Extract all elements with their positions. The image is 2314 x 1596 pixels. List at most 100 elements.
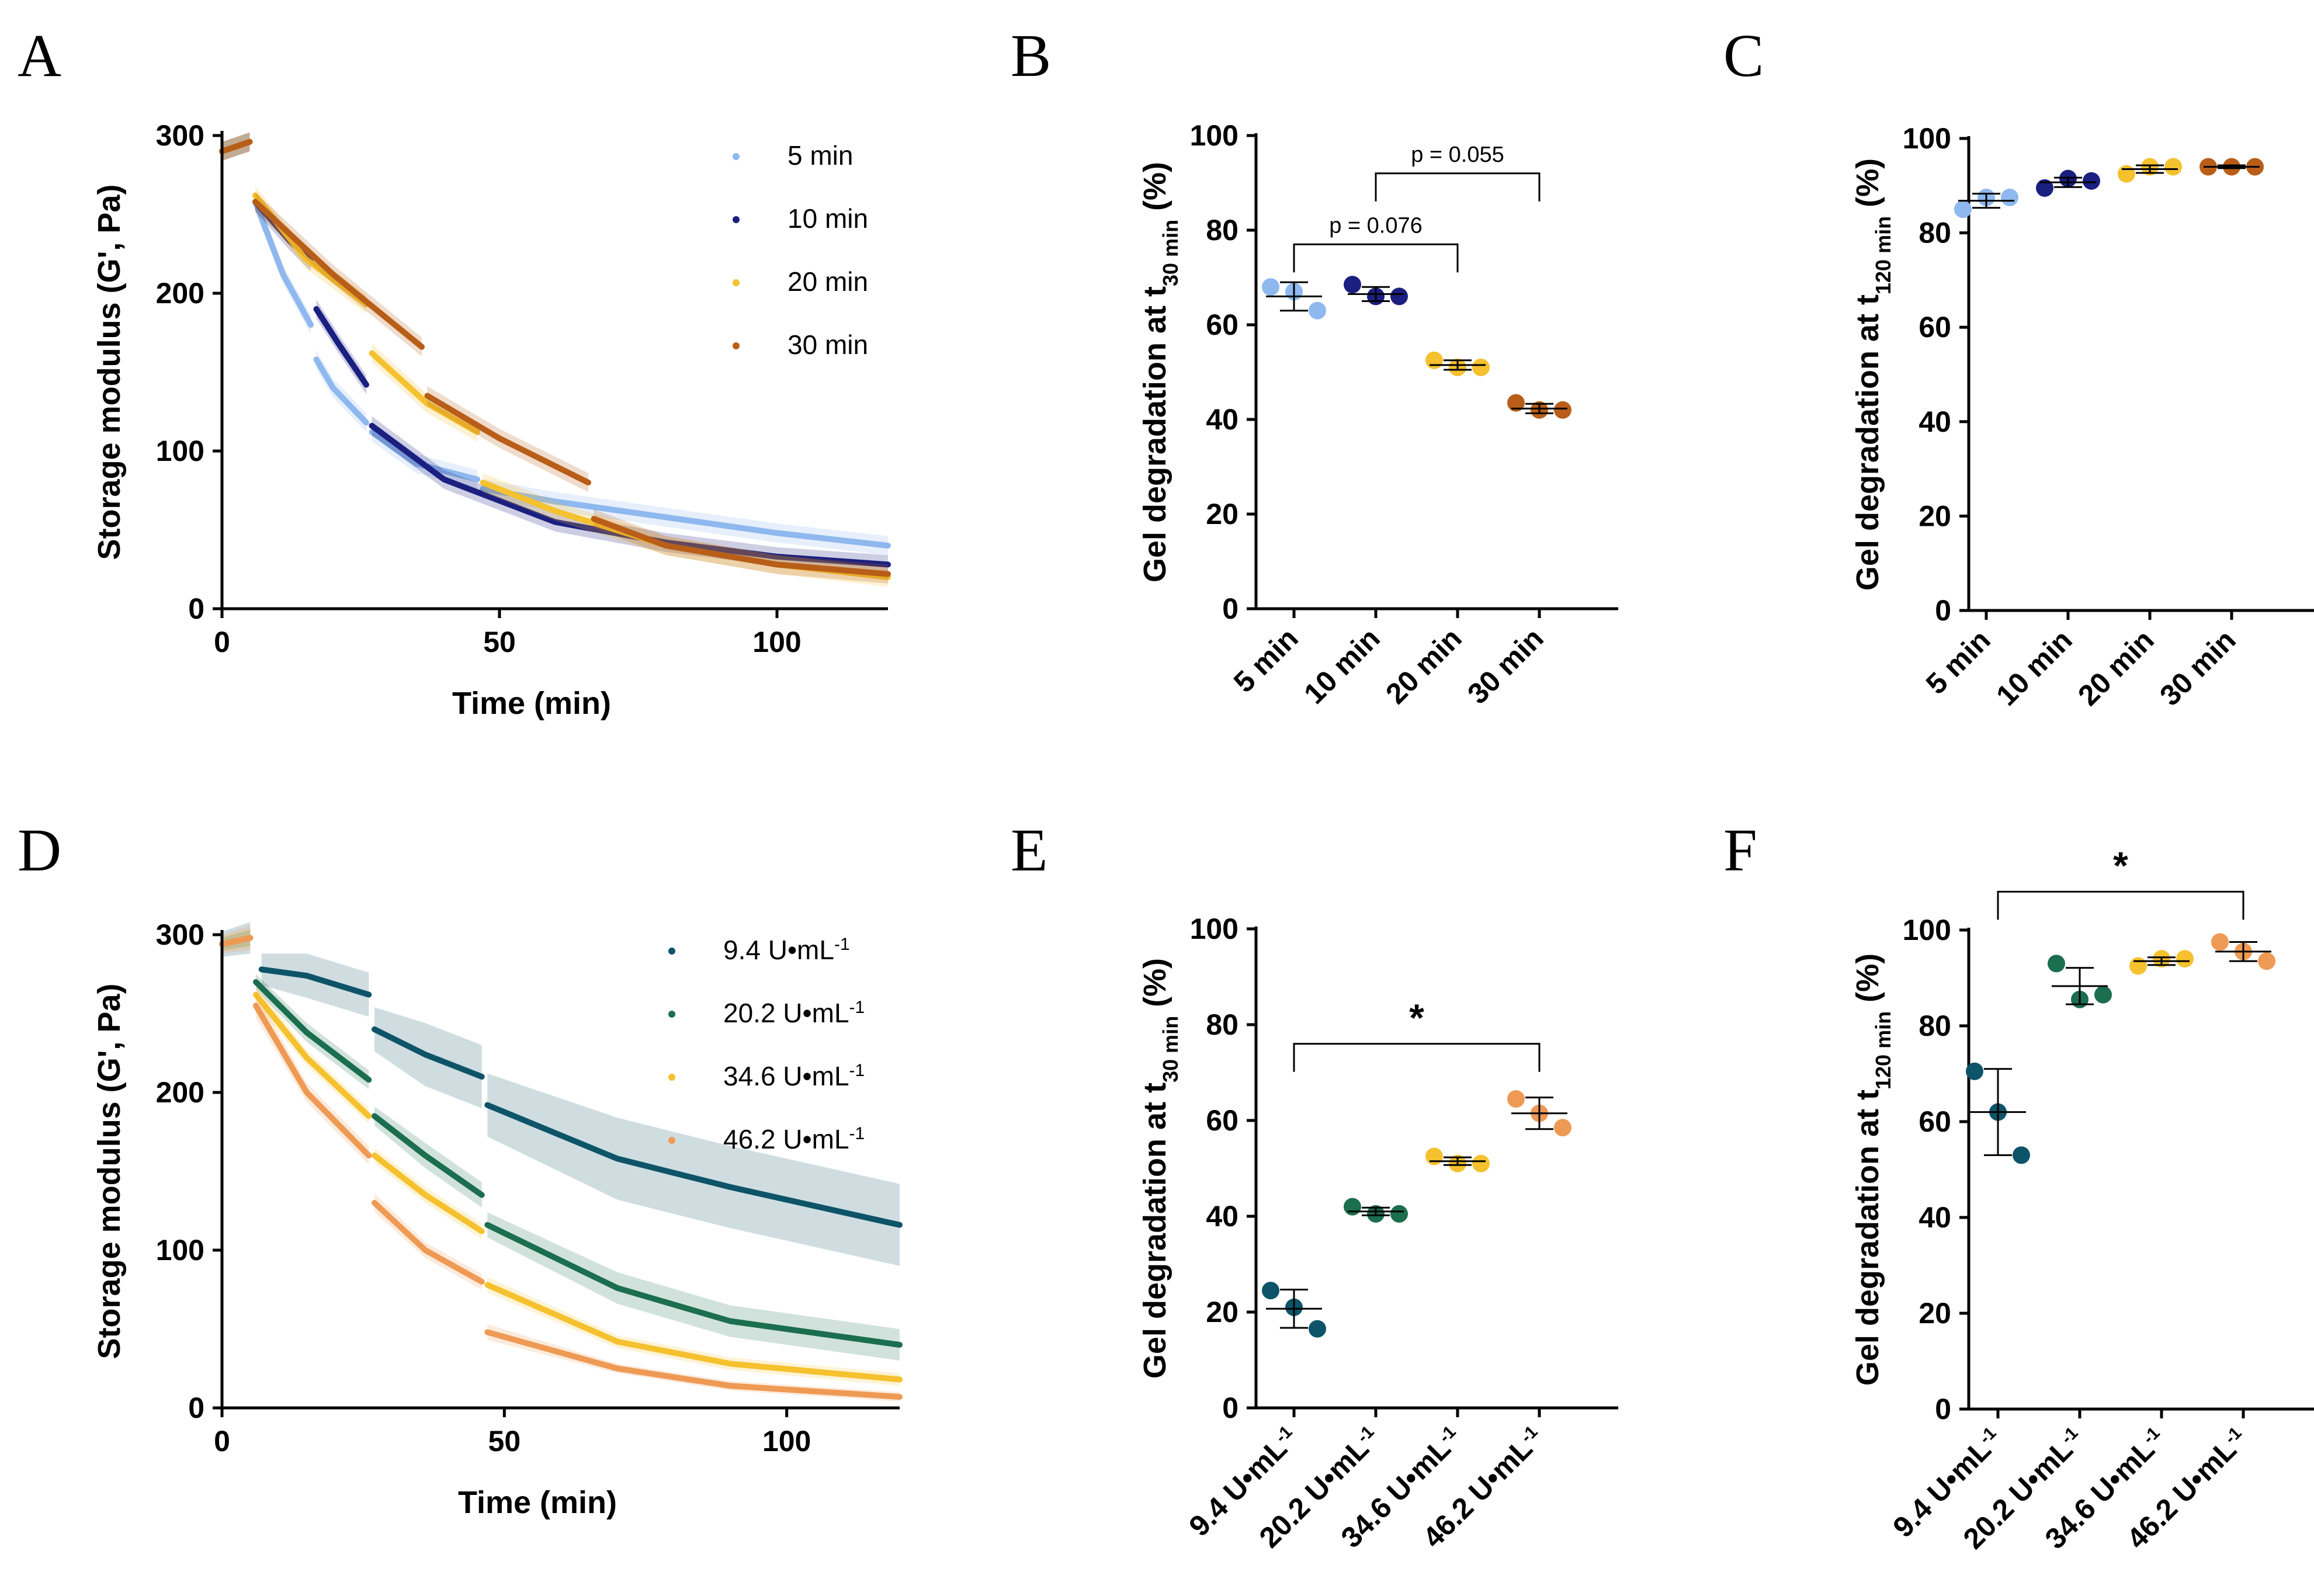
group-C-2 <box>2118 158 2182 183</box>
group-E-0 <box>1262 1282 1326 1338</box>
y-tick-label: 100 <box>1903 914 1951 946</box>
series-A-3 <box>219 132 891 584</box>
legend-label: 46.2 U•mL-1 <box>723 1124 865 1155</box>
series-line <box>369 422 891 568</box>
legend-label: 20 min <box>787 266 868 297</box>
y-tick-label: 40 <box>1206 1200 1238 1233</box>
confidence-band <box>372 416 888 574</box>
data-point <box>1554 1119 1571 1137</box>
series-line <box>252 199 425 350</box>
panel-D: D 0 100 200 300 0 50 100 Time (min) Storage modul… <box>18 817 903 1520</box>
legend-marker <box>668 1074 675 1081</box>
legend-marker <box>733 342 740 349</box>
significance-label: p = 0.076 <box>1329 213 1423 238</box>
y-tick-label: 200 <box>156 277 204 310</box>
data-point <box>1390 1205 1408 1223</box>
legend: 9.4 U•mL-1 20.2 U•mL-1 34.6 U•mL-1 46.2 U•m… <box>668 935 865 1155</box>
confidence-band <box>316 350 366 432</box>
group-C-3 <box>2199 158 2264 176</box>
y-tick-label: 20 <box>1918 499 1951 532</box>
confidence-band <box>372 344 477 442</box>
x-category-label: 10 min <box>1297 622 1386 710</box>
y-axis-title: Gel degradation at t120 min (%) <box>1850 158 1895 591</box>
data-point <box>1472 1154 1490 1172</box>
y-tick-label: 80 <box>1206 214 1238 247</box>
data-point <box>1390 287 1408 306</box>
y-tick-label: 80 <box>1918 1009 1951 1042</box>
group-F-3 <box>2211 933 2275 970</box>
data-point <box>1425 1147 1443 1165</box>
series-D-2 <box>219 928 903 1386</box>
x-axis-title: Time (min) <box>458 1485 617 1520</box>
data-point <box>1309 301 1326 320</box>
group-E-1 <box>1344 1198 1408 1223</box>
y-axis-title: Gel degradation at t120 min (%) <box>1850 953 1895 1386</box>
group-F-2 <box>2129 950 2194 975</box>
group-C-1 <box>2036 169 2100 197</box>
y-axis-title: Gel degradation at t30 min (%) <box>1137 162 1182 582</box>
series-line <box>313 306 369 388</box>
group-B-2 <box>1425 351 1490 376</box>
x-category-label: 5 min <box>1920 623 1997 700</box>
confidence-band <box>487 1212 900 1361</box>
confidence-band <box>483 473 888 587</box>
y-tick-label: 80 <box>1206 1008 1238 1041</box>
x-tick-label: 0 <box>214 1425 230 1458</box>
group-B-0 <box>1262 278 1326 320</box>
data-point <box>2083 172 2100 190</box>
legend-marker <box>668 1137 675 1144</box>
legend-label: 20.2 U•mL-1 <box>723 998 865 1029</box>
legend-label: 5 min <box>787 140 853 171</box>
x-tick-label: 0 <box>214 626 230 658</box>
x-tick-label: 100 <box>752 626 801 658</box>
data-point <box>1507 1090 1525 1108</box>
x-tick-label: 100 <box>762 1425 811 1458</box>
significance-bracket <box>1375 172 1541 202</box>
y-tick-label: 80 <box>1918 217 1951 249</box>
series-line <box>480 485 891 549</box>
series-line <box>372 1200 485 1285</box>
y-tick-label: 300 <box>156 119 204 152</box>
confidence-band <box>261 953 369 1017</box>
x-category-label: 10 min <box>1990 623 2079 712</box>
legend-marker <box>733 279 740 286</box>
y-tick-label: 300 <box>156 918 204 951</box>
x-category-label: 20 min <box>2072 623 2160 712</box>
series-line <box>372 1113 485 1198</box>
group-F-0 <box>1966 1062 2030 1164</box>
series-line <box>313 356 369 426</box>
legend-label: 10 min <box>787 203 868 234</box>
panel-letter-C: C <box>1723 22 1764 89</box>
x-axis-title: Time (min) <box>452 686 611 721</box>
data-point <box>1309 1320 1326 1338</box>
data-point <box>2211 933 2229 951</box>
x-category-label: 5 min <box>1227 622 1305 699</box>
group-F-1 <box>2048 955 2112 1008</box>
data-point <box>1425 351 1443 369</box>
y-tick-label: 100 <box>1903 122 1951 155</box>
series-D-0 <box>219 922 903 1266</box>
panel-letter-D: D <box>18 817 61 884</box>
data-point <box>2094 986 2112 1004</box>
y-tick-label: 100 <box>1190 119 1238 152</box>
legend-marker <box>668 1011 675 1018</box>
group-B-3 <box>1507 394 1571 419</box>
y-tick-label: 0 <box>1222 592 1238 625</box>
y-tick-label: 60 <box>1206 308 1238 341</box>
y-tick-label: 60 <box>1918 311 1951 344</box>
data-point <box>1262 1282 1279 1300</box>
legend-label: 34.6 U•mL-1 <box>723 1061 865 1092</box>
y-tick-label: 100 <box>156 435 204 467</box>
y-tick-label: 0 <box>1935 594 1951 627</box>
legend: 5 min 10 min 20 min 30 min <box>733 140 868 360</box>
series-D-3 <box>219 925 903 1402</box>
y-tick-label: 60 <box>1918 1105 1951 1138</box>
series-line <box>253 991 372 1119</box>
y-axis-title: Gel degradation at t30 min (%) <box>1137 958 1182 1379</box>
series-line <box>484 1282 903 1383</box>
group-E-2 <box>1425 1147 1490 1172</box>
